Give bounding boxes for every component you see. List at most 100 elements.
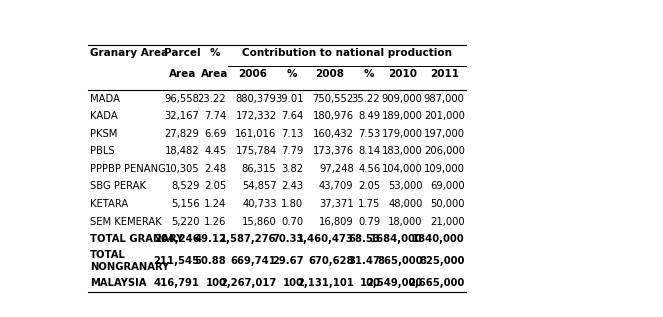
Text: KETARA: KETARA <box>90 199 129 209</box>
Text: 201,000: 201,000 <box>424 111 465 121</box>
Text: PPPBP PENANG: PPPBP PENANG <box>90 164 166 174</box>
Text: 865,000: 865,000 <box>377 256 422 266</box>
Text: 104,000: 104,000 <box>382 164 422 174</box>
Text: 3.82: 3.82 <box>281 164 303 174</box>
Text: 2,267,017: 2,267,017 <box>220 278 276 288</box>
Text: %: % <box>363 68 374 79</box>
Text: 8.14: 8.14 <box>358 146 381 156</box>
Text: 21,000: 21,000 <box>430 217 465 227</box>
Text: KADA: KADA <box>90 111 118 121</box>
Text: 161,016: 161,016 <box>235 129 276 139</box>
Text: 7.79: 7.79 <box>281 146 303 156</box>
Text: SEM KEMERAK: SEM KEMERAK <box>90 217 162 227</box>
Text: 2008: 2008 <box>316 68 345 79</box>
Text: 53,000: 53,000 <box>388 181 422 191</box>
Text: PKSM: PKSM <box>90 129 117 139</box>
Text: 2011: 2011 <box>431 68 459 79</box>
Text: 109,000: 109,000 <box>424 164 465 174</box>
Text: 987,000: 987,000 <box>424 94 465 104</box>
Text: 7.64: 7.64 <box>281 111 303 121</box>
Text: 2.48: 2.48 <box>204 164 226 174</box>
Text: 8.49: 8.49 <box>358 111 381 121</box>
Text: 1.24: 1.24 <box>204 199 226 209</box>
Text: MALAYSIA: MALAYSIA <box>90 278 147 288</box>
Text: 2.05: 2.05 <box>358 181 381 191</box>
Text: %: % <box>286 68 297 79</box>
Text: 97,248: 97,248 <box>319 164 353 174</box>
Text: 2.05: 2.05 <box>204 181 226 191</box>
Text: 16,809: 16,809 <box>319 217 353 227</box>
Text: 197,000: 197,000 <box>424 129 465 139</box>
Text: 68.53: 68.53 <box>349 234 381 244</box>
Text: 18,000: 18,000 <box>388 217 422 227</box>
Text: TOTAL GRANARY: TOTAL GRANARY <box>90 234 184 244</box>
Text: 6.69: 6.69 <box>204 129 226 139</box>
Text: 43,709: 43,709 <box>319 181 353 191</box>
Text: 2010: 2010 <box>389 68 418 79</box>
Text: 31.47: 31.47 <box>349 256 381 266</box>
Text: 189,000: 189,000 <box>382 111 422 121</box>
Text: 1,587,276: 1,587,276 <box>220 234 276 244</box>
Text: 1684,000: 1684,000 <box>370 234 422 244</box>
Text: 8,529: 8,529 <box>171 181 200 191</box>
Text: PBLS: PBLS <box>90 146 115 156</box>
Text: 23.22: 23.22 <box>198 94 226 104</box>
Text: 669,741: 669,741 <box>231 256 276 266</box>
Text: 49.12: 49.12 <box>194 234 226 244</box>
Text: 18,482: 18,482 <box>165 146 200 156</box>
Text: 416,791: 416,791 <box>154 278 200 288</box>
Text: 750,552: 750,552 <box>312 94 353 104</box>
Text: 50.88: 50.88 <box>194 256 226 266</box>
Text: 204,246: 204,246 <box>154 234 200 244</box>
Text: 7.13: 7.13 <box>281 129 303 139</box>
Text: 173,376: 173,376 <box>312 146 353 156</box>
Text: 48,000: 48,000 <box>388 199 422 209</box>
Text: 35.22: 35.22 <box>352 94 381 104</box>
Text: 909,000: 909,000 <box>382 94 422 104</box>
Text: SBG PERAK: SBG PERAK <box>90 181 146 191</box>
Text: 70.33: 70.33 <box>272 234 303 244</box>
Text: 100: 100 <box>282 278 303 288</box>
Text: 1,460,473: 1,460,473 <box>297 234 353 244</box>
Text: 4.45: 4.45 <box>204 146 226 156</box>
Text: 180,976: 180,976 <box>312 111 353 121</box>
Text: Parcel: Parcel <box>164 48 201 58</box>
Text: 37,371: 37,371 <box>319 199 353 209</box>
Text: 7.74: 7.74 <box>204 111 226 121</box>
Text: 50,000: 50,000 <box>430 199 465 209</box>
Text: 2006: 2006 <box>239 68 267 79</box>
Text: 2,131,101: 2,131,101 <box>297 278 353 288</box>
Text: 29.67: 29.67 <box>272 256 303 266</box>
Text: 10,305: 10,305 <box>165 164 200 174</box>
Text: 100: 100 <box>206 278 226 288</box>
Text: 86,315: 86,315 <box>242 164 276 174</box>
Text: 172,332: 172,332 <box>235 111 276 121</box>
Text: 179,000: 179,000 <box>381 129 422 139</box>
Text: 160,432: 160,432 <box>313 129 353 139</box>
Text: 1.26: 1.26 <box>204 217 226 227</box>
Text: 69,000: 69,000 <box>430 181 465 191</box>
Text: 15,860: 15,860 <box>242 217 276 227</box>
Text: 100: 100 <box>359 278 381 288</box>
Text: 5,220: 5,220 <box>171 217 200 227</box>
Text: 54,857: 54,857 <box>242 181 276 191</box>
Text: TOTAL
NONGRANARY: TOTAL NONGRANARY <box>90 250 169 272</box>
Text: 880,379: 880,379 <box>236 94 276 104</box>
Text: 0.70: 0.70 <box>281 217 303 227</box>
Text: 175,784: 175,784 <box>235 146 276 156</box>
Text: 96,558: 96,558 <box>164 94 200 104</box>
Text: 39.01: 39.01 <box>274 94 303 104</box>
Text: 825,000: 825,000 <box>419 256 465 266</box>
Text: 4.56: 4.56 <box>358 164 381 174</box>
Text: 211,545: 211,545 <box>153 256 200 266</box>
Text: 1.80: 1.80 <box>281 199 303 209</box>
Text: 32,167: 32,167 <box>164 111 200 121</box>
Text: 1.75: 1.75 <box>358 199 381 209</box>
Text: Area: Area <box>169 68 196 79</box>
Text: 2,549,000: 2,549,000 <box>366 278 422 288</box>
Text: 7.53: 7.53 <box>358 129 381 139</box>
Text: 183,000: 183,000 <box>382 146 422 156</box>
Text: 27,829: 27,829 <box>164 129 200 139</box>
Text: 2.43: 2.43 <box>281 181 303 191</box>
Text: 2,665,000: 2,665,000 <box>408 278 465 288</box>
